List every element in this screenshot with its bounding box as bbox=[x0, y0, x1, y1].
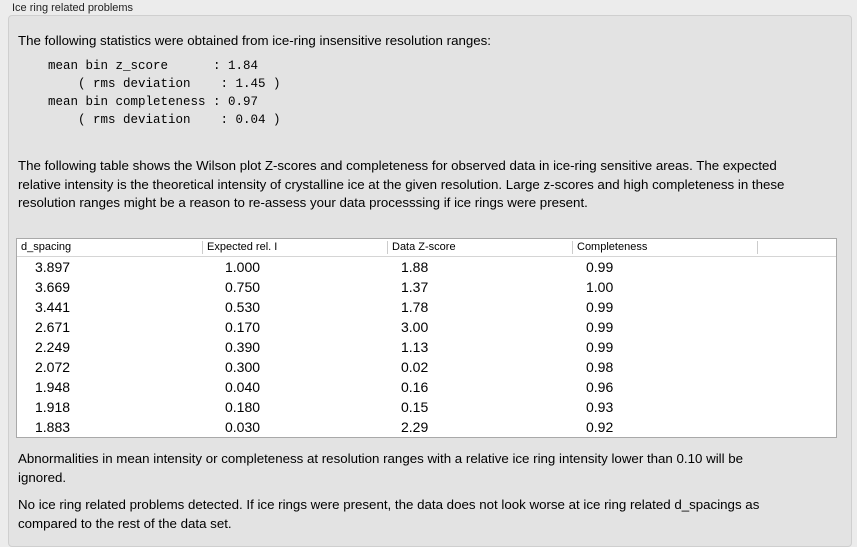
column-header-2[interactable]: Data Z-score bbox=[387, 241, 456, 254]
column-header-1[interactable]: Expected rel. I bbox=[202, 241, 277, 254]
group-title: Ice ring related problems bbox=[12, 2, 134, 14]
table-cell: 1.78 bbox=[401, 299, 429, 315]
table-row[interactable]: 2.249 0.390 1.13 0.99 bbox=[17, 337, 836, 357]
table-cell: 1.948 bbox=[35, 379, 71, 395]
table-cell: 0.530 bbox=[225, 299, 261, 315]
table-cell: 2.671 bbox=[35, 319, 71, 335]
table-cell: 1.000 bbox=[225, 259, 261, 275]
table-row[interactable]: 1.918 0.180 0.15 0.93 bbox=[17, 397, 836, 417]
table-cell: 0.15 bbox=[401, 399, 429, 415]
table-cell: 1.00 bbox=[586, 279, 614, 295]
table-cell: 0.300 bbox=[225, 359, 261, 375]
column-header-3[interactable]: Completeness bbox=[572, 241, 647, 254]
table-cell: 1.13 bbox=[401, 339, 429, 355]
table-cell: 2.29 bbox=[401, 419, 429, 435]
table-cell: 0.170 bbox=[225, 319, 261, 335]
table-cell: 0.390 bbox=[225, 339, 261, 355]
table-cell: 0.99 bbox=[586, 259, 614, 275]
table-cell: 0.180 bbox=[225, 399, 261, 415]
table-cell: 1.883 bbox=[35, 419, 71, 435]
table-cell: 3.897 bbox=[35, 259, 71, 275]
table-header: d_spacing Expected rel. I Data Z-score Comp… bbox=[17, 239, 836, 257]
table-row[interactable]: 2.671 0.170 3.00 0.99 bbox=[17, 317, 836, 337]
table-cell: 0.750 bbox=[225, 279, 261, 295]
table-cell: 1.88 bbox=[401, 259, 429, 275]
column-header-empty bbox=[757, 241, 762, 254]
table-cell: 0.02 bbox=[401, 359, 429, 375]
table-cell: 0.99 bbox=[586, 299, 614, 315]
table-cell: 0.98 bbox=[586, 359, 614, 375]
table-cell: 1.37 bbox=[401, 279, 429, 295]
table-cell: 3.441 bbox=[35, 299, 71, 315]
table-cell: 0.99 bbox=[586, 339, 614, 355]
table-row[interactable]: 1.948 0.040 0.16 0.96 bbox=[17, 377, 836, 397]
table-cell: 2.072 bbox=[35, 359, 71, 375]
table-row[interactable]: 1.883 0.030 2.29 0.92 bbox=[17, 417, 836, 437]
table-cell: 3.00 bbox=[401, 319, 429, 335]
table-cell: 2.249 bbox=[35, 339, 71, 355]
intro-text: The following statistics were obtained f… bbox=[18, 33, 492, 48]
table-cell: 0.96 bbox=[586, 379, 614, 395]
table-cell: 3.669 bbox=[35, 279, 71, 295]
column-header-0[interactable]: d_spacing bbox=[21, 241, 72, 253]
table-cell: 0.99 bbox=[586, 319, 614, 335]
note-text: Abnormalities in mean intensity or compl… bbox=[18, 451, 744, 485]
table-row[interactable]: 2.072 0.300 0.02 0.98 bbox=[17, 357, 836, 377]
table-row[interactable]: 3.669 0.750 1.37 1.00 bbox=[17, 277, 836, 297]
table-cell: 0.93 bbox=[586, 399, 614, 415]
table-cell: 0.16 bbox=[401, 379, 429, 395]
table-row[interactable]: 3.441 0.530 1.78 0.99 bbox=[17, 297, 836, 317]
ice-ring-table[interactable]: d_spacing Expected rel. I Data Z-score Comp… bbox=[16, 238, 837, 438]
table-cell: 0.92 bbox=[586, 419, 614, 435]
table-cell: 0.030 bbox=[225, 419, 261, 435]
stats-block: mean bin z_score : 1.84 ( rms deviation … bbox=[48, 59, 281, 127]
table-cell: 1.918 bbox=[35, 399, 71, 415]
table-row[interactable]: 3.897 1.000 1.88 0.99 bbox=[17, 257, 836, 277]
table-cell: 0.040 bbox=[225, 379, 261, 395]
conclusion-text: No ice ring related problems detected. I… bbox=[18, 497, 760, 531]
table-description: The following table shows the Wilson plo… bbox=[18, 158, 785, 210]
